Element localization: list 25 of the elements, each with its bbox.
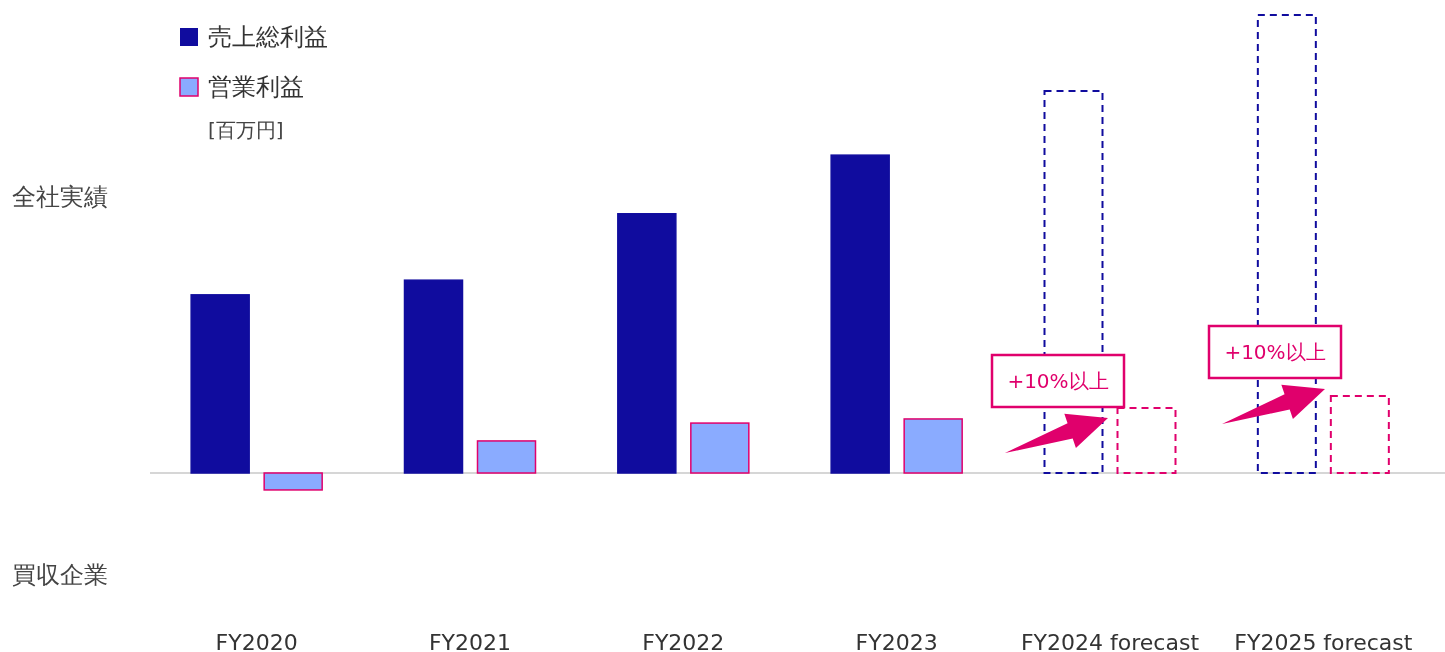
x-tick-label: FY2024 forecast — [1020, 630, 1200, 652]
x-tick-label: FY2022 — [642, 630, 725, 652]
bar — [1329, 395, 1390, 474]
bar — [476, 440, 537, 474]
annotation: +10%以上 — [1007, 369, 1109, 393]
annotation: +10%以上 — [1207, 324, 1343, 380]
text: 買収企業 — [12, 561, 108, 589]
annotation: [百万円] — [208, 118, 284, 142]
text: 全社実績 — [12, 183, 108, 211]
x-tick-label: FY2021 — [428, 630, 512, 652]
x-tick-label: FY2025 forecast — [1234, 630, 1413, 652]
bar — [617, 213, 677, 474]
bar — [903, 418, 963, 474]
bar — [830, 154, 890, 474]
x-tick-label: FY2023 — [855, 630, 938, 652]
bar — [690, 422, 750, 474]
annotation: +10%以上 — [990, 353, 1126, 409]
bar — [263, 472, 323, 491]
legend-label: 売上総利益 — [208, 23, 328, 51]
bar — [1116, 406, 1177, 474]
bar — [190, 294, 250, 474]
bar — [403, 279, 464, 474]
annotation: +10%以上 — [1224, 340, 1326, 364]
x-tick-label: FY2020 — [215, 630, 298, 652]
legend-label: 営業利益 — [208, 73, 304, 101]
